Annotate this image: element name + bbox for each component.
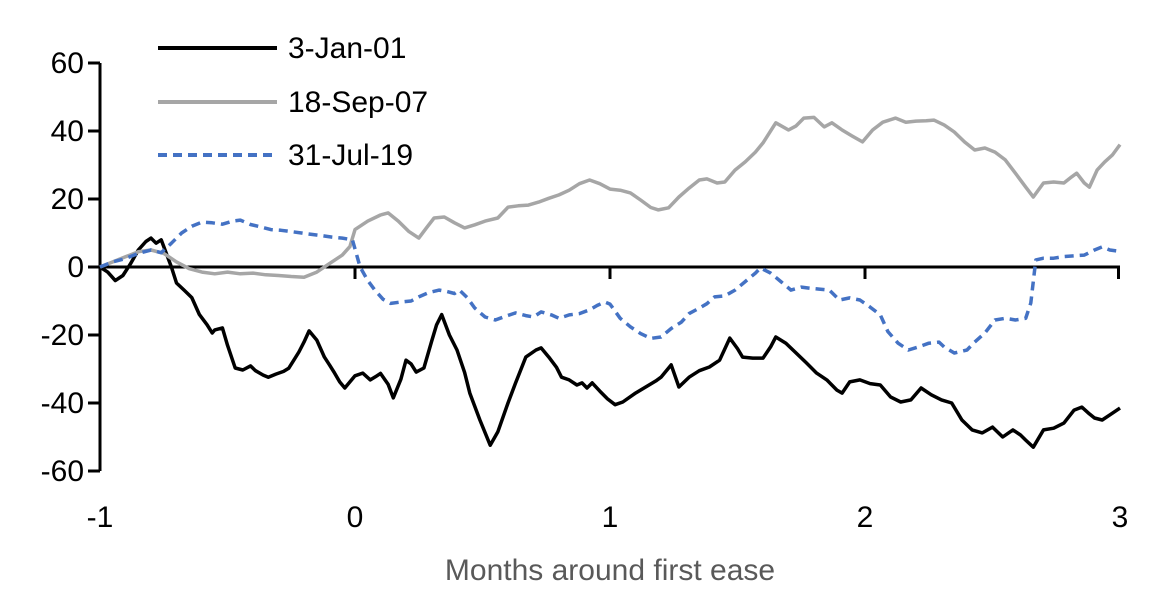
y-tick-label: 40	[51, 115, 84, 148]
legend-label-jul19: 31-Jul-19	[288, 139, 413, 172]
y-axis-ticks	[88, 61, 100, 473]
y-axis-tick-labels: 60 40 20 0 -20 -40 -60	[41, 47, 84, 488]
legend-entry-sep07: 18-Sep-07	[158, 86, 428, 119]
x-tick-label: 3	[1112, 501, 1129, 534]
legend-entry-jan01: 3-Jan-01	[158, 32, 406, 65]
x-tick-label: 1	[602, 501, 619, 534]
x-axis-tick-labels: -1 0 1 2 3	[87, 501, 1129, 534]
y-tick-label: 0	[67, 251, 84, 284]
legend-entry-jul19: 31-Jul-19	[158, 139, 413, 172]
legend-label-jan01: 3-Jan-01	[288, 32, 406, 65]
y-tick-label: -60	[41, 455, 84, 488]
y-tick-label: 20	[51, 183, 84, 216]
x-tick-label: 0	[347, 501, 364, 534]
x-tick-label: 2	[857, 501, 874, 534]
x-tick-label: -1	[87, 501, 114, 534]
x-axis-ticks	[353, 267, 1120, 279]
chart-legend: 3-Jan-01 18-Sep-07 31-Jul-19	[158, 32, 428, 172]
x-axis-title: Months around first ease	[445, 554, 775, 587]
y-tick-label: 60	[51, 47, 84, 80]
y-tick-label: -20	[41, 319, 84, 352]
series-line-31-Jul-19	[99, 218, 1121, 355]
series-lines	[99, 115, 1122, 449]
series-line-18-Sep-07	[99, 115, 1122, 279]
legend-label-sep07: 18-Sep-07	[288, 86, 428, 119]
y-tick-label: -40	[41, 387, 84, 420]
series-line-3-Jan-01	[99, 236, 1121, 449]
